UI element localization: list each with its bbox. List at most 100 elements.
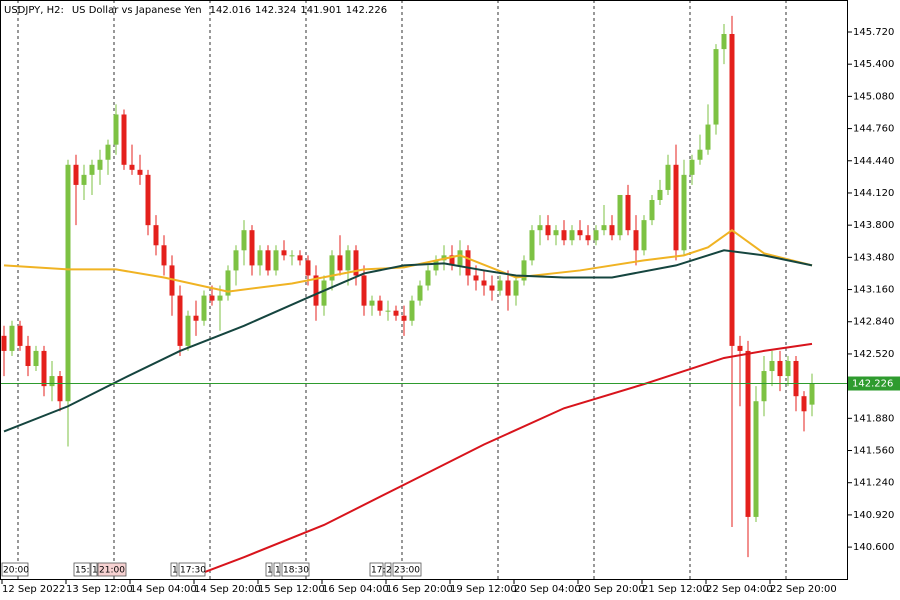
event-label: 2 bbox=[386, 566, 392, 576]
candle-body bbox=[489, 285, 495, 291]
event-box bbox=[170, 562, 178, 577]
candle-body bbox=[33, 350, 39, 367]
y-tick-label: 142.520 bbox=[853, 349, 894, 360]
candle-body bbox=[89, 164, 95, 175]
candle-body bbox=[465, 250, 471, 276]
candle-body bbox=[377, 300, 383, 311]
candle-body bbox=[633, 230, 639, 251]
candle-body bbox=[721, 34, 727, 50]
candle-body bbox=[609, 225, 615, 236]
candle-body bbox=[289, 255, 295, 257]
candle-body bbox=[769, 360, 775, 372]
event-label: 17:30 bbox=[180, 566, 206, 576]
candle-body bbox=[321, 280, 327, 306]
candle-body bbox=[65, 164, 71, 402]
y-tick-label: 145.080 bbox=[853, 91, 894, 102]
event-box bbox=[178, 562, 206, 577]
candle-body bbox=[753, 401, 759, 517]
candle-body bbox=[681, 174, 687, 251]
candle-body bbox=[265, 250, 271, 271]
candle-body bbox=[593, 230, 599, 241]
candle-body bbox=[449, 255, 455, 266]
candle-body bbox=[761, 371, 767, 402]
candle-body bbox=[513, 280, 519, 296]
candle-body bbox=[809, 383, 815, 405]
event-box bbox=[392, 562, 422, 577]
candle-body bbox=[305, 260, 311, 276]
candle-body bbox=[9, 325, 15, 351]
event-label: 21:00 bbox=[99, 566, 125, 576]
candle-body bbox=[233, 250, 239, 271]
candle-body bbox=[49, 376, 55, 387]
candle-body bbox=[201, 295, 207, 321]
description: US Dollar vs Japanese Yen bbox=[72, 5, 202, 16]
candle-body bbox=[185, 315, 191, 346]
price-box bbox=[848, 376, 900, 391]
candle-body bbox=[505, 280, 511, 296]
event-label: 1 bbox=[172, 566, 178, 576]
candle-body bbox=[345, 250, 351, 271]
candle-body bbox=[249, 230, 255, 266]
candle-body bbox=[281, 250, 287, 256]
moving-average bbox=[3, 228, 813, 293]
header-low: 141.901 bbox=[300, 5, 341, 16]
candle-body bbox=[121, 114, 127, 165]
y-tick-label: 143.800 bbox=[853, 220, 894, 231]
event-label: 15: bbox=[75, 566, 89, 576]
candle-body bbox=[433, 260, 439, 271]
candle-body bbox=[41, 350, 47, 387]
candle-body bbox=[657, 189, 663, 201]
x-tick-label: 20 Sep 20:00 bbox=[578, 584, 645, 595]
header: USDJPY, H2: US Dollar vs Japanese Yen 142.… bbox=[4, 5, 387, 16]
x-tick-label: 14 Sep 20:00 bbox=[194, 584, 261, 595]
y-tick-label: 145.400 bbox=[853, 59, 894, 70]
candle-body bbox=[697, 149, 703, 160]
candle-body bbox=[113, 114, 119, 145]
candle-body bbox=[105, 144, 111, 160]
event-label: 17: bbox=[371, 566, 385, 576]
event-box bbox=[265, 562, 273, 577]
event-box bbox=[1, 562, 29, 577]
moving-average bbox=[3, 249, 813, 433]
candle-body bbox=[577, 230, 583, 236]
candle-body bbox=[337, 255, 343, 271]
y-tick-label: 141.560 bbox=[853, 446, 894, 457]
event-label: 18:30 bbox=[283, 566, 309, 576]
candle-body bbox=[561, 230, 567, 241]
candle-body bbox=[745, 350, 751, 517]
y-tick-label: 140.920 bbox=[853, 510, 894, 521]
candle-body bbox=[497, 280, 503, 291]
candle-body bbox=[481, 280, 487, 286]
candle-body bbox=[329, 255, 335, 281]
x-tick-label: 20 Sep 04:00 bbox=[514, 584, 581, 595]
y-tick-label: 141.240 bbox=[853, 478, 894, 489]
y-tick-label: 141.880 bbox=[853, 413, 894, 424]
candle-body bbox=[401, 315, 407, 321]
event-label: 1 bbox=[92, 566, 98, 576]
event-label: 20:00 bbox=[3, 566, 29, 576]
candle-body bbox=[57, 376, 63, 402]
y-tick-label: 143.480 bbox=[853, 252, 894, 263]
candle-body bbox=[225, 270, 231, 296]
candle-body bbox=[217, 295, 223, 301]
candle-body bbox=[737, 345, 743, 351]
y-tick-label: 144.120 bbox=[853, 188, 894, 199]
candle-body bbox=[569, 230, 575, 241]
price-label: 142.226 bbox=[852, 379, 893, 390]
x-tick-label: 22 Sep 04:00 bbox=[706, 584, 773, 595]
symbol: USDJPY, H2: bbox=[4, 5, 64, 16]
x-tick-label: 16 Sep 20:00 bbox=[386, 584, 453, 595]
candle-body bbox=[393, 310, 399, 316]
candle-body bbox=[545, 225, 551, 236]
event-box bbox=[384, 562, 392, 577]
candle-body bbox=[425, 270, 431, 286]
candle-body bbox=[353, 250, 359, 276]
header-close: 142.226 bbox=[346, 5, 387, 16]
candle-body bbox=[273, 250, 279, 271]
candle-body bbox=[97, 159, 103, 170]
candle-body bbox=[137, 169, 143, 175]
x-tick-label: 14 Sep 04:00 bbox=[130, 584, 197, 595]
x-tick-label: 21 Sep 12:00 bbox=[642, 584, 709, 595]
